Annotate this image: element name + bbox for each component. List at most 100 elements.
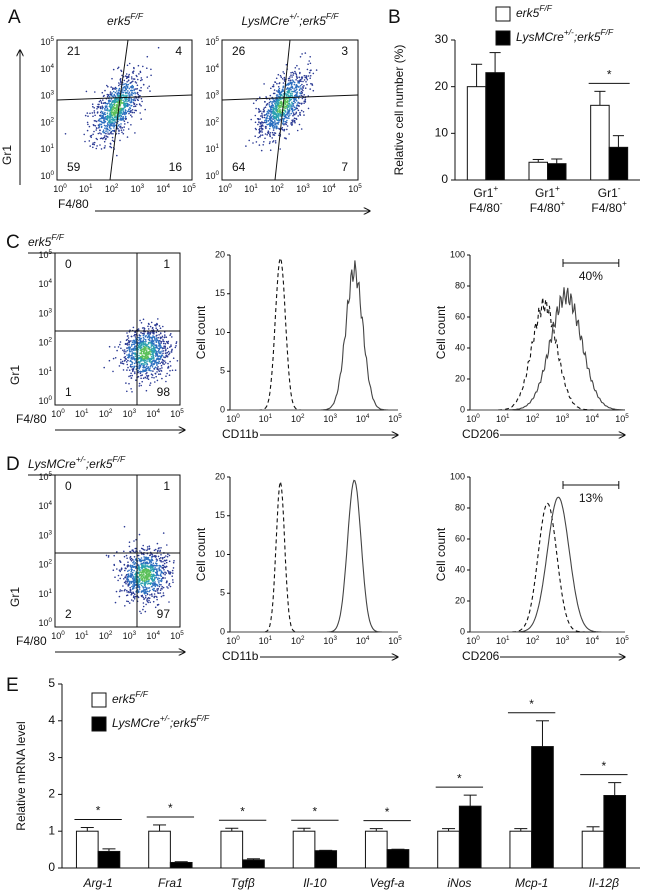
event-dot [285, 100, 287, 103]
event-dot [109, 123, 112, 126]
event-dot [87, 115, 89, 117]
event-dot [110, 124, 113, 126]
event-dot [116, 111, 118, 114]
event-dot [132, 98, 135, 101]
event-dot [284, 110, 287, 113]
event-dot [153, 336, 156, 338]
event-dot [134, 593, 136, 595]
event-dot [277, 114, 280, 117]
event-dot [269, 111, 271, 113]
x-tick-label-part: 10 [526, 636, 536, 646]
x-tick-label-part: + [493, 183, 498, 193]
x-tick-label-part: 10 [79, 184, 89, 194]
event-dot [139, 352, 141, 355]
event-dot [104, 145, 106, 147]
event-dot [269, 100, 272, 103]
x-tick-label-part: 3 [306, 183, 310, 190]
event-dot [279, 108, 281, 111]
event-dot [128, 91, 131, 94]
event-dot [289, 106, 292, 108]
panel-title-part: F/F [51, 232, 64, 242]
event-dot [114, 95, 116, 97]
event-dot [152, 575, 154, 578]
event-dot [140, 573, 142, 576]
event-dot [126, 91, 128, 94]
event-dot [296, 85, 298, 87]
x-tick-label-part: 4 [156, 630, 160, 637]
event-dot [168, 570, 170, 573]
event-dot [295, 112, 297, 115]
event-dot [142, 365, 145, 368]
event-dot [160, 554, 162, 556]
event-dot [151, 564, 153, 566]
event-dot [282, 89, 284, 91]
event-dot [288, 79, 290, 82]
x-tick-label-part: 10 [51, 631, 61, 641]
event-dot [108, 100, 110, 103]
event-dot [157, 369, 160, 371]
event-dot [123, 555, 126, 558]
event-dot [94, 120, 97, 122]
x-tick-label-part: 4 [366, 413, 370, 420]
event-dot [148, 562, 151, 564]
x-tick-label-part: Gr1 [473, 186, 493, 200]
event-dot [172, 561, 175, 564]
x-tick-label-part: 10 [105, 184, 115, 194]
event-dot [143, 360, 146, 362]
event-dot [131, 111, 134, 114]
event-dot [276, 82, 278, 85]
y-tick-label: 105 [205, 36, 219, 47]
event-dot [114, 357, 117, 359]
event-dot [150, 360, 153, 363]
x-tick-label-part: 10 [53, 184, 63, 194]
event-dot [162, 361, 164, 364]
event-dot [123, 105, 126, 108]
quadrant-percent: 1 [65, 385, 72, 399]
event-dot [113, 122, 116, 124]
event-dot [103, 124, 106, 127]
event-dot [156, 353, 159, 356]
event-dot [293, 117, 296, 120]
event-dot [276, 90, 278, 92]
event-dot [145, 580, 148, 583]
x-tick-label-part: 1 [269, 413, 273, 420]
event-dot [125, 351, 127, 353]
event-dot [111, 92, 113, 94]
x-tick-label-part: 1 [506, 635, 510, 642]
event-dot [258, 121, 260, 124]
y-tick-label: 60 [455, 311, 465, 321]
event-dot [264, 137, 266, 140]
event-dot [140, 97, 143, 100]
event-dot [129, 106, 131, 109]
event-dot [298, 105, 300, 107]
event-dot [292, 112, 295, 114]
event-dot [133, 334, 135, 337]
event-dot [151, 364, 153, 367]
event-dot [157, 341, 160, 344]
y-tick-label: 0 [220, 404, 225, 414]
event-dot [126, 347, 128, 349]
event-dot [114, 601, 117, 604]
event-dot [134, 579, 136, 582]
y-tick-label-part: 10 [38, 396, 48, 406]
y-tick-label: 100 [450, 471, 465, 481]
panel-title-part: ;erk5 [86, 457, 113, 471]
event-dot [148, 339, 151, 342]
event-dot [298, 76, 301, 79]
x-tick-label-part: 2 [536, 635, 540, 642]
event-dot [274, 142, 277, 144]
event-dot [139, 569, 142, 571]
event-dot [146, 599, 148, 601]
legend-label-part: erk5 [516, 6, 540, 20]
event-dot [278, 127, 280, 130]
event-dot [130, 345, 133, 347]
event-dot [159, 350, 161, 353]
event-dot [307, 75, 310, 77]
event-dot [109, 91, 112, 93]
event-dot [101, 105, 104, 107]
event-dot [137, 557, 140, 560]
event-dot [141, 582, 143, 584]
y-tick-label: 5 [220, 588, 225, 598]
event-dot [123, 350, 125, 353]
x-tick-label: 102 [291, 635, 305, 646]
